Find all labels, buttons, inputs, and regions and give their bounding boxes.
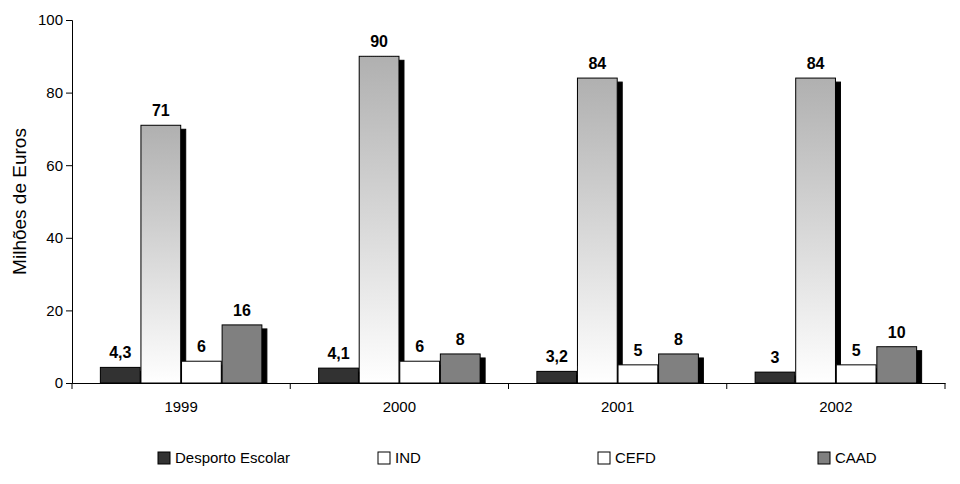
data-label: 84 (807, 55, 825, 72)
bar (659, 354, 699, 383)
legend: Desporto Escolar IND CEFD CAAD (158, 449, 877, 466)
data-label: 84 (588, 55, 606, 72)
data-label: 6 (415, 338, 424, 355)
y-axis: 0 20 40 60 80 100 (38, 11, 73, 391)
tick-mark (66, 310, 72, 311)
data-label: 3,2 (546, 348, 568, 365)
tick-label: 80 (46, 84, 63, 101)
separator-tick (726, 383, 727, 389)
separator-tick (508, 383, 509, 389)
tick-mark (66, 93, 72, 94)
legend-label: Desporto Escolar (175, 449, 290, 466)
tick-label: 60 (46, 157, 63, 174)
data-label: 8 (674, 331, 683, 348)
tick-label: 100 (38, 11, 63, 28)
bar (100, 367, 140, 383)
tick: 0 (55, 374, 72, 391)
separator-tick (72, 383, 73, 389)
tick: 60 (46, 157, 72, 174)
data-label: 90 (370, 33, 388, 50)
legend-swatch (158, 452, 170, 464)
data-label: 10 (888, 324, 906, 341)
bar (182, 361, 222, 383)
tick: 2000 (383, 383, 416, 415)
bar (618, 365, 658, 383)
tick: 2001 (601, 383, 634, 415)
bar (755, 372, 795, 383)
plot: 4,34,13,23719084846655168810020406080100… (38, 11, 946, 414)
tick-mark (66, 238, 72, 239)
legend-swatch (378, 452, 390, 464)
separator-tick (945, 383, 946, 389)
tick: 20 (46, 302, 72, 319)
chart: 4,34,13,23719084846655168810020406080100… (0, 0, 960, 484)
bar (319, 368, 359, 383)
data-label: 4,3 (109, 344, 131, 361)
tick-label: 20 (46, 302, 63, 319)
tick-mark (66, 383, 72, 384)
legend-label: CAAD (835, 449, 877, 466)
data-label: 8 (456, 331, 465, 348)
data-label: 16 (233, 302, 251, 319)
tick-label: 2001 (601, 398, 634, 415)
bar (359, 56, 399, 383)
tick: 100 (38, 11, 72, 28)
y-axis-title: Milhões de Euros (9, 128, 30, 275)
tick: 40 (46, 229, 72, 246)
bars (100, 56, 916, 383)
axis-line (66, 21, 73, 384)
data-label: 4,1 (327, 345, 349, 362)
bar (577, 78, 617, 383)
bar (440, 354, 480, 383)
bar (836, 365, 876, 383)
data-label: 5 (852, 342, 861, 359)
bar (222, 325, 262, 383)
tick: 1999 (164, 383, 197, 415)
bar (537, 371, 577, 383)
legend-label: CEFD (615, 449, 656, 466)
tick: 2002 (819, 383, 852, 415)
bar (141, 125, 181, 383)
category-separators (72, 383, 945, 389)
bar (400, 361, 440, 383)
bar (796, 78, 836, 383)
legend-label: IND (395, 449, 421, 466)
data-label: 5 (633, 342, 642, 359)
data-label: 3 (771, 349, 780, 366)
tick-mark (66, 20, 72, 21)
bar (877, 347, 917, 383)
separator-tick (290, 383, 291, 389)
legend-swatch (818, 452, 830, 464)
x-axis: 1999 2000 2001 2002 (72, 383, 946, 415)
tick-label: 2002 (819, 398, 852, 415)
legend-swatch (598, 452, 610, 464)
tick-label: 0 (55, 374, 63, 391)
tick-mark (66, 165, 72, 166)
data-labels: 4,3 4,1 3,2 3 71 90 84 84 6 6 5 5 16 8 8 10 (109, 33, 906, 366)
tick-label: 2000 (383, 398, 416, 415)
tick: 80 (46, 84, 72, 101)
tick-label: 40 (46, 229, 63, 246)
data-label: 6 (197, 338, 206, 355)
data-label: 71 (152, 102, 170, 119)
tick-label: 1999 (164, 398, 197, 415)
